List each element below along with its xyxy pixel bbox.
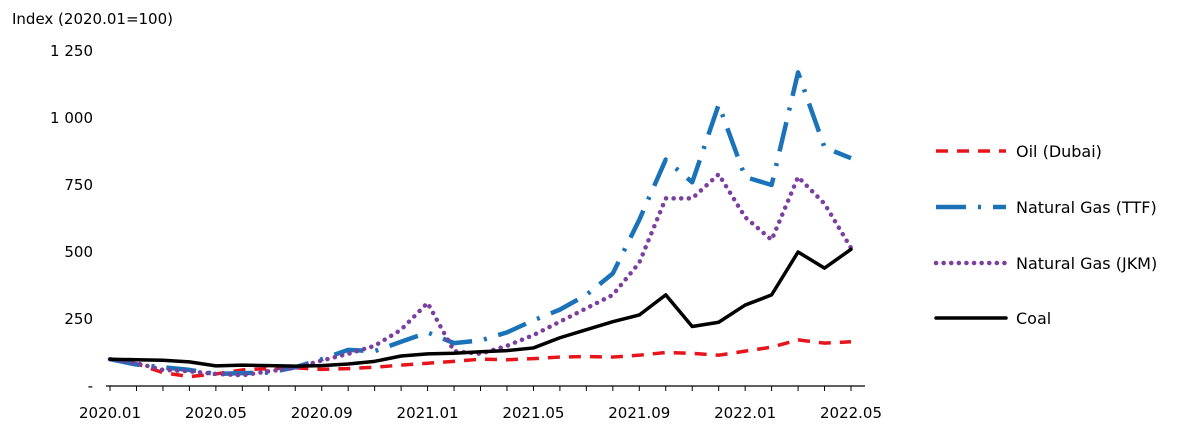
y-tick-label: 1 250 <box>50 42 93 60</box>
x-tick-label: 2022.05 <box>820 404 882 422</box>
series-line-natural-gas-jkm <box>107 172 854 378</box>
y-axis-title: Index (2020.01=100) <box>12 10 173 28</box>
x-axis: 2020.01 2020.05 2020.09 2021.01 2021.05 2021.… <box>79 385 882 422</box>
y-tick-label: 500 <box>64 243 93 261</box>
legend-label: Oil (Dubai) <box>1016 142 1102 161</box>
x-tick-label: 2022.01 <box>714 404 776 422</box>
x-tick-label: 2020.01 <box>79 404 141 422</box>
y-tick-label: - <box>88 377 93 395</box>
series-line-oil-dubai <box>109 338 852 379</box>
x-tick-label: 2021.09 <box>608 404 670 422</box>
series-line-coal <box>108 247 853 368</box>
series-line-natural-gas-ttf <box>109 70 852 377</box>
series-lines <box>107 70 854 379</box>
legend-label: Coal <box>1016 309 1051 328</box>
y-tick-label: 750 <box>64 176 93 194</box>
legend-label: Natural Gas (TTF) <box>1016 198 1157 217</box>
y-axis-ticks: - 250 500 750 1 000 1 250 <box>50 42 93 395</box>
x-tick-label: 2021.05 <box>502 404 564 422</box>
y-tick-label: 1 000 <box>50 109 93 127</box>
legend: Oil (Dubai) Natural Gas (TTF) Natural Gas … <box>933 142 1157 328</box>
legend-label: Natural Gas (JKM) <box>1016 254 1157 273</box>
x-tick-label: 2020.05 <box>185 404 247 422</box>
x-tick-label: 2020.09 <box>291 404 353 422</box>
x-tick-label: 2021.01 <box>397 404 459 422</box>
y-tick-label: 250 <box>64 310 93 328</box>
